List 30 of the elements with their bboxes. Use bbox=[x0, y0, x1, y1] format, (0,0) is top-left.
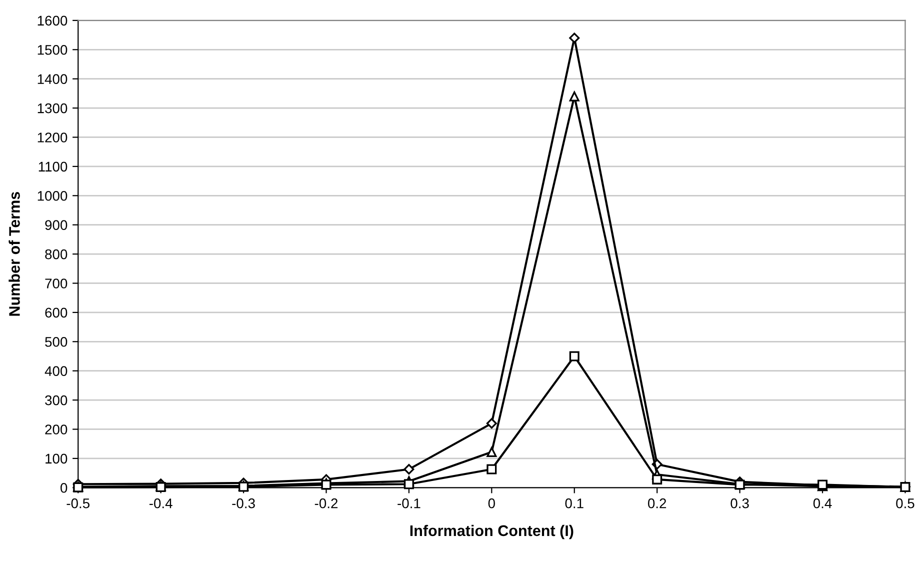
y-tick-label: 1500 bbox=[38, 44, 68, 55]
x-tick-label: -0.3 bbox=[232, 498, 255, 508]
x-tick-label: -0.5 bbox=[66, 498, 90, 508]
y-tick-label: 500 bbox=[45, 336, 68, 347]
y-tick-label: 1300 bbox=[38, 103, 68, 114]
y-tick-label: 0 bbox=[60, 482, 68, 493]
y-tick-label: 400 bbox=[44, 366, 68, 376]
y-tick-label: 900 bbox=[45, 220, 68, 230]
x-axis-title: Information Content (I) bbox=[410, 524, 574, 540]
y-tick-label: 1600 bbox=[38, 16, 68, 26]
y-tick-label: 100 bbox=[46, 454, 68, 464]
x-tick-label: -0.2 bbox=[314, 498, 338, 508]
x-tick-label: 0.4 bbox=[813, 498, 832, 508]
y-tick-label: 200 bbox=[45, 424, 68, 434]
x-tick-label: 0.3 bbox=[730, 498, 749, 508]
y-tick-label: 700 bbox=[45, 278, 68, 288]
y-tick-label: 1200 bbox=[38, 132, 68, 142]
y-tick-label: 300 bbox=[45, 395, 68, 406]
y-tick-label: 600 bbox=[45, 308, 68, 318]
y-axis-title: Number of Terms bbox=[8, 192, 20, 316]
y-tick-label: 800 bbox=[45, 249, 68, 260]
y-tick-label: 1400 bbox=[38, 74, 68, 84]
x-tick-label: -0.1 bbox=[398, 498, 420, 508]
y-tick-label: 1000 bbox=[38, 190, 68, 201]
x-tick-label: -0.4 bbox=[149, 498, 172, 508]
x-tick-label: 0.2 bbox=[648, 498, 666, 508]
x-tick-label: 0.5 bbox=[896, 498, 914, 508]
y-tick-label: 1100 bbox=[38, 162, 68, 172]
x-tick-label: 0 bbox=[488, 498, 495, 508]
x-tick-label: 0.1 bbox=[565, 498, 584, 508]
